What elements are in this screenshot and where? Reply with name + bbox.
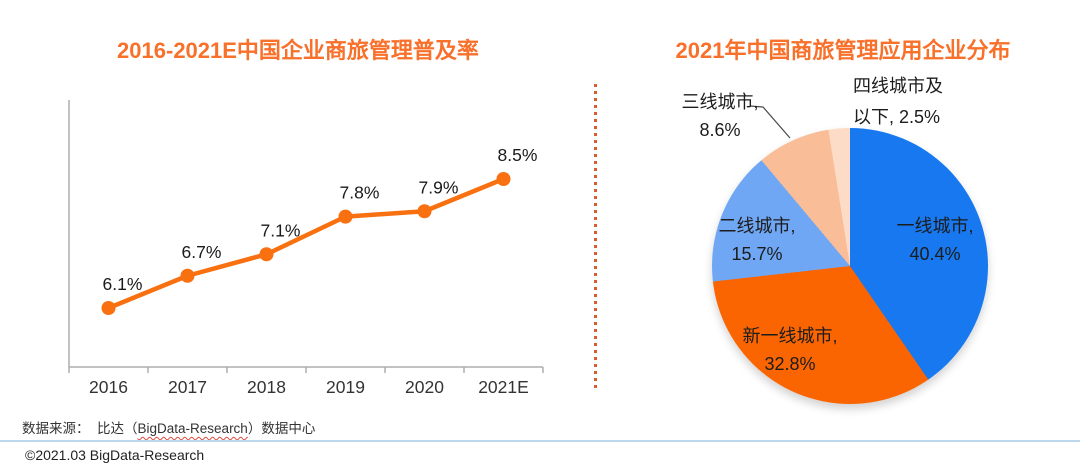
data-point [496, 172, 511, 186]
pie-label-new-tier1-name: 新一线城市, [742, 326, 838, 346]
pie-label-tier4-and-below: 四线城市及 以下, 2.5% [853, 71, 1023, 133]
pie-label-tier2-value: 15.7% [731, 244, 783, 264]
pie-label-new-tier1: 新一线城市, 32.8% [715, 322, 865, 378]
pie-chart-title: 2021年中国商旅管理应用企业分布 [675, 38, 1011, 63]
data-source-suffix: ）数据中心 [247, 421, 316, 436]
point-value-label: 7.8% [340, 183, 380, 203]
pie-label-tier1-value: 40.4% [909, 244, 961, 264]
pie-label-tier2-name: 二线城市, [718, 216, 796, 236]
data-point [417, 204, 432, 219]
x-category-label: 2021E [478, 377, 529, 397]
pie-label-tier1-name: 一线城市, [896, 216, 974, 236]
point-value-label: 8.5% [498, 145, 538, 165]
vertical-dashed-divider [594, 84, 597, 392]
pie-chart [712, 128, 988, 404]
x-category-label: 2019 [326, 377, 365, 397]
pie-label-tier3-value: 8.6% [699, 120, 741, 140]
x-category-label: 2020 [405, 377, 444, 397]
pie-label-tier4-value: 以下, 2.5% [853, 107, 941, 127]
data-point [180, 268, 195, 283]
data-point [259, 247, 274, 262]
data-source-note: 数据来源： 比达（BigData-Research）数据中心 [22, 417, 315, 437]
pie-label-tier2: 二线城市, 15.7% [682, 212, 832, 268]
line-series [106, 176, 506, 311]
data-point [101, 301, 116, 315]
data-source-brand: BigData-Research [137, 421, 248, 436]
point-value-label: 6.1% [103, 274, 143, 294]
data-point [338, 209, 353, 224]
pie-label-tier4-name: 四线城市及 [853, 76, 943, 96]
x-category-label: 2016 [89, 377, 128, 397]
pie-label-tier3-name: 三线城市, [681, 92, 759, 112]
line-chart-title: 2016-2021E中国企业商旅管理普及率 [117, 38, 479, 63]
pie-label-new-tier1-value: 32.8% [764, 354, 816, 374]
x-category-label: 2017 [168, 377, 207, 397]
pie-label-tier3: 三线城市, 8.6% [645, 88, 795, 144]
point-value-label: 7.9% [419, 177, 459, 197]
line-chart: 6.1% 2016 6.7% 2017 7.1% 2018 7.8% 2019 7.9% 2020… [68, 100, 544, 397]
copyright-note: ©2021.03 BigData-Research [25, 447, 205, 463]
data-source-prefix: 数据来源： 比达（ [22, 421, 138, 436]
footer-divider-line [0, 440, 1080, 442]
point-value-label: 6.7% [182, 242, 222, 262]
x-category-label: 2018 [247, 377, 286, 397]
point-value-label: 7.1% [261, 220, 301, 240]
pie-label-tier1: 一线城市, 40.4% [860, 212, 1010, 268]
